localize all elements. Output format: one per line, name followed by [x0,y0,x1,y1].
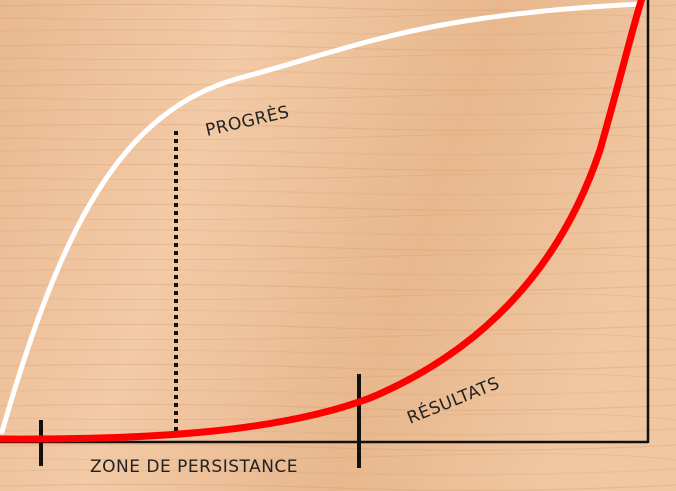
zone-label: ZONE DE PERSISTANCE [90,457,298,477]
results-curve [0,0,646,443]
progress-curve [0,1,643,435]
